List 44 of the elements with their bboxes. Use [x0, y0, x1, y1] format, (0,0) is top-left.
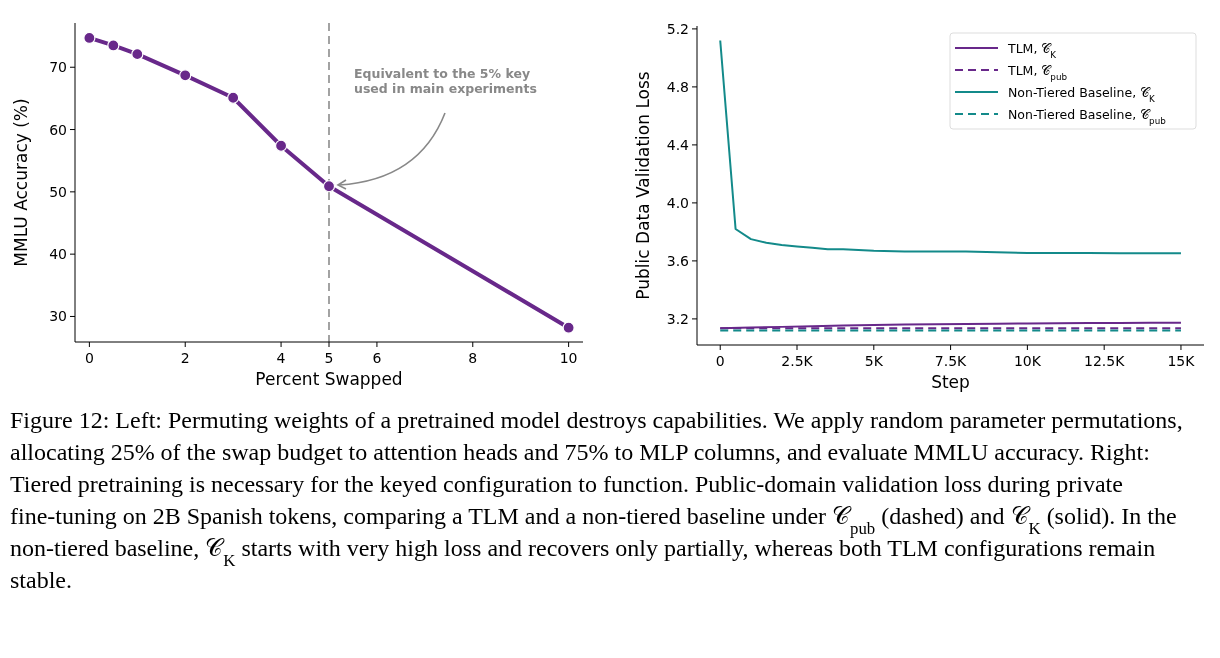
text: Figure 12: Left: Permuting weights of a pretrained model destroys capabilities. We apply random parameter permutations, allocating 25% of the swap budget to attention heads and 75% to MLP columns, and evaluate MMLU accuracy. Right: Tiered pretraining is necessary for the keyed configuration to function. Public-domain validation loss during private fine-tuning on 2B Spanish tokens, comparing a TLM and a non-tiered baseline under 𝒞$_{pub}$ (dashed) and 𝒞$_{K}$ (solid). In the non-tiered baseline, 𝒞$_{K}$ starts with very high loss and recovers only partially, whereas both TLM configurations remain stable.	[10, 407, 1183, 593]
x-tick-label: 4	[276, 350, 286, 366]
x-axis-title: Percent Swapped	[255, 369, 403, 389]
y-tick-label: 30	[49, 308, 67, 325]
legend-label: TLM, 𝒞$_{pub}$	[1007, 63, 1068, 82]
legend-label: Non-Tiered Baseline, 𝒞$_{pub}$	[1008, 107, 1167, 126]
x-axis-title: Step	[931, 372, 970, 392]
x-tick-label: 12.5K	[1083, 353, 1126, 369]
y-axis-title: Public Data Validation Loss	[633, 71, 653, 300]
line-series	[719, 39, 1182, 255]
point	[274, 139, 288, 152]
point	[131, 48, 144, 61]
x-tick-label: 5	[324, 350, 334, 366]
legend-label: Non-Tiered Baseline, 𝒞$_{K}$	[1008, 85, 1156, 104]
x-tick-label: 15K	[1167, 353, 1196, 369]
y-tick-label: 60	[49, 121, 67, 138]
y-tick-label: 50	[49, 183, 67, 200]
y-tick-label: 4.4	[666, 136, 690, 153]
y-tick-label: 3.6	[666, 252, 690, 269]
y-axis-title: MMLU Accuracy (%)	[11, 98, 31, 267]
x-tick-label: 6	[372, 350, 382, 366]
y-tick-label: 70	[49, 59, 67, 76]
y-tick-label: 4.8	[666, 78, 689, 95]
point	[562, 321, 575, 334]
x-tick-label: 2.5K	[781, 353, 814, 369]
point	[179, 69, 192, 82]
x-tick-label: 8	[468, 350, 478, 366]
y-tick-label: 5.2	[666, 20, 689, 37]
y-tick-label: 4.0	[666, 194, 689, 211]
x-tick-label: 5K	[864, 353, 884, 369]
x-tick-label: 0	[84, 350, 94, 366]
point	[322, 180, 336, 193]
legend-label: TLM, 𝒞$_{K}$	[1007, 41, 1057, 60]
x-tick-label: 0	[715, 353, 725, 369]
y-tick-label: 3.2	[666, 310, 689, 327]
point	[107, 39, 120, 52]
point	[83, 31, 96, 45]
x-tick-label: 7.5K	[934, 353, 968, 369]
x-tick-label: 10K	[1013, 353, 1042, 369]
point	[227, 91, 240, 104]
annotation: Equivalent to the 5% key used in main experiments	[354, 66, 537, 96]
x-tick-label: 10	[559, 350, 578, 366]
x-tick-label: 2	[180, 350, 190, 366]
y-tick-label: 40	[49, 246, 67, 263]
